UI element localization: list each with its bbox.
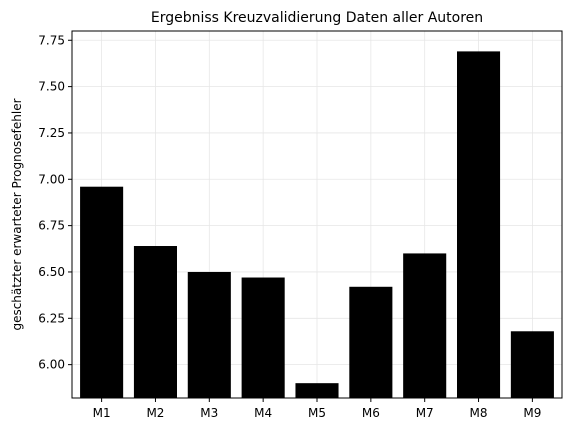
- y-tick-label: 6.00: [38, 358, 65, 372]
- bar-m4: [241, 277, 285, 398]
- y-tick-label: 7.50: [38, 80, 65, 94]
- y-tick-label: 6.50: [38, 265, 65, 279]
- x-tick-label: M1: [93, 406, 111, 420]
- y-axis: 6.00 6.25 6.50 6.75 7.00 7.25 7.50 7.75: [38, 33, 72, 372]
- x-tick-label: M8: [470, 406, 488, 420]
- bars: [80, 51, 554, 399]
- x-tick-label: M6: [362, 406, 380, 420]
- y-tick-label: 6.25: [38, 311, 65, 325]
- x-axis: M1 M2 M3 M4 M5 M6 M7 M8 M9: [93, 398, 541, 420]
- bar-m6: [349, 286, 393, 398]
- bar-m8: [457, 51, 501, 399]
- x-tick-label: M9: [523, 406, 541, 420]
- x-tick-label: M3: [200, 406, 218, 420]
- bar-m2: [133, 246, 177, 398]
- y-tick-label: 6.75: [38, 219, 65, 233]
- bar-m5: [295, 383, 339, 398]
- y-tick-label: 7.75: [38, 33, 65, 47]
- x-tick-label: M5: [308, 406, 326, 420]
- x-tick-label: M2: [146, 406, 164, 420]
- x-tick-label: M4: [254, 406, 272, 420]
- bar-m1: [80, 186, 124, 398]
- x-tick-label: M7: [416, 406, 434, 420]
- bar-m9: [510, 331, 554, 398]
- chart-title: Ergebniss Kreuzvalidierung Daten aller A…: [151, 10, 483, 26]
- bar-m7: [403, 253, 447, 398]
- y-tick-label: 7.25: [38, 126, 65, 140]
- y-tick-label: 7.00: [38, 172, 65, 186]
- y-axis-label: geschätzter erwarteter Prognosefehler: [10, 98, 24, 330]
- bar-m3: [187, 271, 231, 398]
